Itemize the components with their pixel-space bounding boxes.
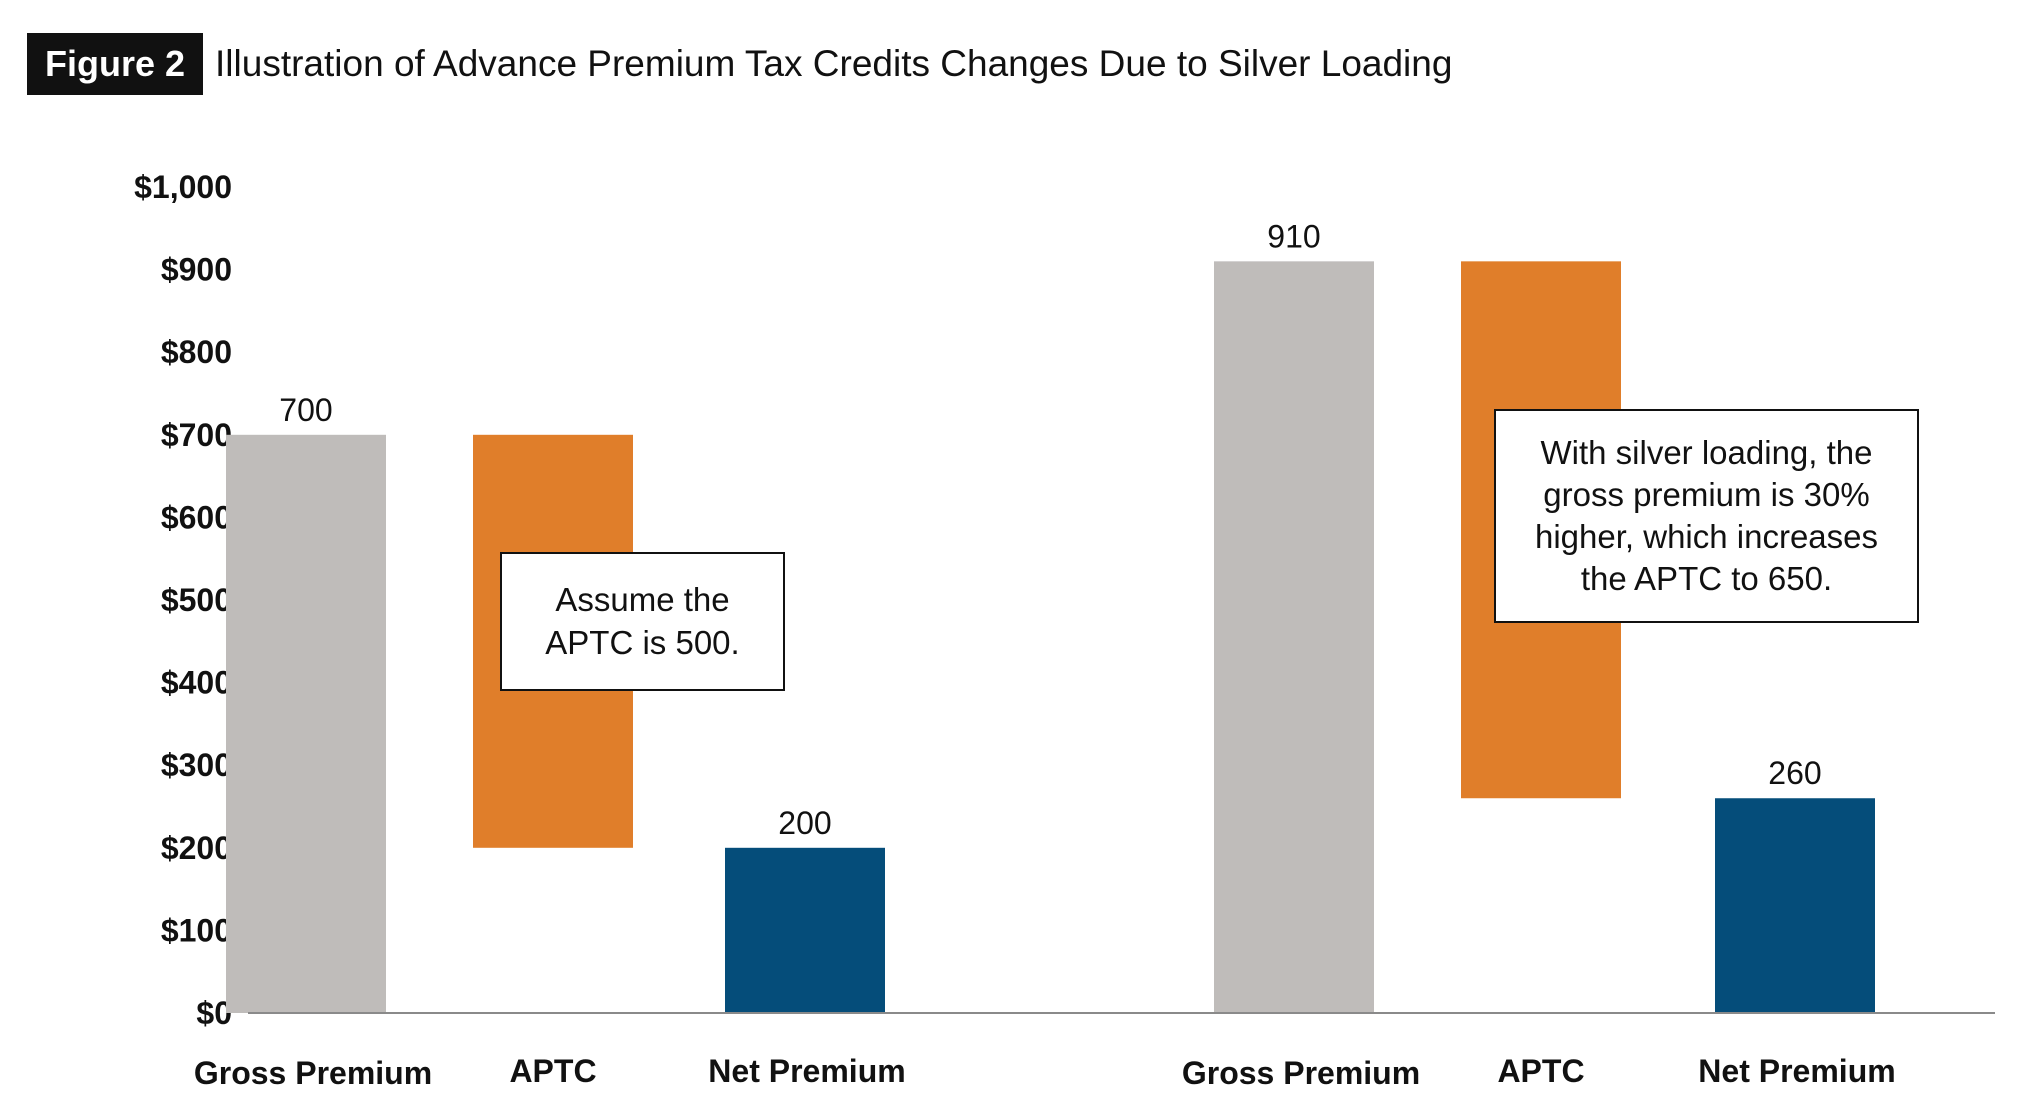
y-tick-label: $800 <box>161 334 232 370</box>
x-tick-label: Net Premium <box>708 1053 905 1089</box>
bar-net-premium <box>1715 798 1875 1013</box>
bar-gross-premium <box>1214 261 1374 1014</box>
y-tick-label: $300 <box>161 747 232 783</box>
data-label: 200 <box>778 805 831 841</box>
x-tick-label: APTC <box>1497 1053 1584 1089</box>
x-axis: Gross Premium APTC Net Premium Gross Premiu… <box>194 1012 1995 1091</box>
figure-badge: Figure 2 <box>27 33 204 95</box>
data-labels: 700 200 910 260 <box>279 218 1821 840</box>
figure-header: Figure 2 Illustration of Advance Premium… <box>27 33 1452 95</box>
y-tick-label: $400 <box>161 665 232 701</box>
data-label: 260 <box>1768 755 1821 791</box>
y-axis: $0$100$200$300$400$500$600$700$800$900$1… <box>134 169 232 1031</box>
x-tick-label: Gross Premium <box>1182 1055 1420 1091</box>
bar-net-premium <box>725 847 885 1013</box>
callout-right: With silver loading, the gross premium i… <box>1494 409 1919 623</box>
x-tick-label: Gross Premium <box>194 1055 432 1091</box>
bar-gross-premium <box>226 434 386 1013</box>
y-tick-label: $1,000 <box>134 169 232 205</box>
x-tick-label: APTC <box>509 1053 596 1089</box>
y-tick-label: $100 <box>161 912 232 948</box>
x-tick-label: Net Premium <box>1698 1053 1895 1089</box>
data-label: 700 <box>279 392 332 428</box>
y-tick-label: $200 <box>161 830 232 866</box>
y-tick-label: $500 <box>161 582 232 618</box>
figure-title: Illustration of Advance Premium Tax Cred… <box>215 43 1453 84</box>
data-label: 910 <box>1267 218 1320 254</box>
bars <box>226 261 1875 1014</box>
y-tick-label: $600 <box>161 499 232 535</box>
y-tick-label: $700 <box>161 417 232 453</box>
callout-left: Assume the APTC is 500. <box>500 552 785 691</box>
y-tick-label: $900 <box>161 252 232 288</box>
